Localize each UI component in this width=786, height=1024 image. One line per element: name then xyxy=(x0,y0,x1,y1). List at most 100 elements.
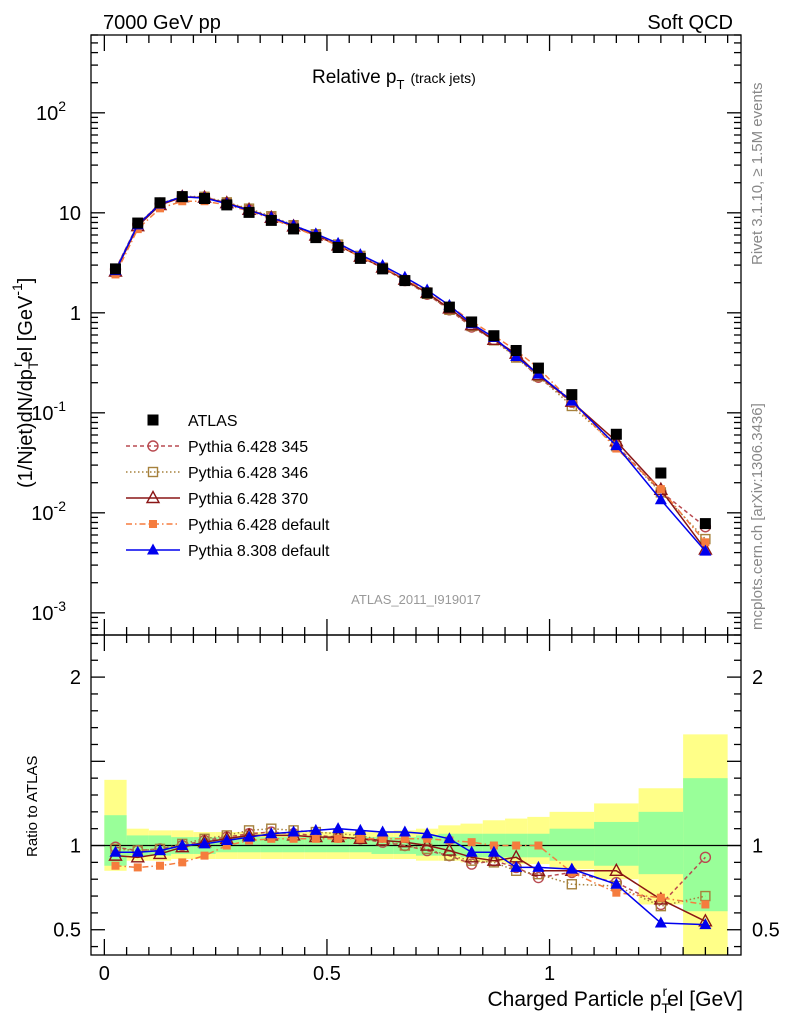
series-4-point-ratio xyxy=(265,827,278,839)
x-tick-label: 0.5 xyxy=(313,963,341,985)
series-4-point-ratio xyxy=(487,845,500,857)
series-3-point-ratio xyxy=(200,851,209,860)
series-4-point-ratio xyxy=(565,862,578,874)
series-4-point-ratio xyxy=(176,839,189,851)
ratio-series-group xyxy=(108,822,713,930)
series-3-point-ratio xyxy=(701,900,710,909)
legend-label-1: Pythia 6.428 346 xyxy=(188,465,308,482)
y-axis-label: (1/Njet)dN/dpTrel [GeV-1] xyxy=(9,278,41,488)
series-4-point-ratio xyxy=(131,845,144,857)
data-point xyxy=(132,217,144,229)
side-text-bottom: mcplots.cern.ch [arXiv:1306.3436] xyxy=(749,403,766,630)
analysis-label: ATLAS_2011_I919017 xyxy=(351,592,481,607)
legend-marker-2 xyxy=(145,490,161,504)
series-3-point-ratio xyxy=(400,834,409,843)
band-inner xyxy=(683,778,728,912)
data-point xyxy=(488,330,500,342)
y-tick-label-ratio: 0.5 xyxy=(53,920,81,942)
series-3-point-ratio xyxy=(656,893,665,902)
y-tick-label-main: 102 xyxy=(36,98,66,125)
series-2-point-ratio xyxy=(419,837,435,851)
series-3-point-ratio xyxy=(289,834,298,843)
series-2-point-ratio xyxy=(442,842,457,856)
series-3-point-ratio xyxy=(534,841,543,850)
series-1-line-main xyxy=(114,195,706,540)
series-2-point-ratio xyxy=(609,862,624,876)
data-point xyxy=(265,214,277,226)
series-3-point-ratio xyxy=(489,841,498,850)
band-inner xyxy=(104,815,127,866)
series-1-point-ratio xyxy=(421,843,433,855)
plot-title: Relative pT (track jets) xyxy=(312,67,476,92)
data-point xyxy=(288,223,300,235)
data-point xyxy=(510,344,522,356)
data-point xyxy=(332,241,344,253)
series-4-point-main xyxy=(654,493,667,505)
data-point xyxy=(109,263,121,275)
legend-label-data: ATLAS xyxy=(188,413,238,430)
series-4-point-ratio xyxy=(154,844,167,856)
x-tick-label: 0 xyxy=(99,963,110,985)
series-3-point-ratio xyxy=(334,834,343,843)
data-point xyxy=(532,362,544,374)
band-inner xyxy=(549,828,595,861)
data-points-group xyxy=(109,191,711,530)
series-3-point-ratio xyxy=(612,888,621,897)
main-axis-ticks: 10-3 10-2 10-1 1 10 102 xyxy=(31,34,741,636)
series-3-point-ratio xyxy=(311,834,320,843)
series-3-point-main xyxy=(701,538,710,547)
band-inner xyxy=(594,821,639,866)
series-4-point-ratio xyxy=(243,830,256,842)
band-inner xyxy=(282,837,305,853)
side-text-top: Rivet 3.1.10, ≥ 1.5M events xyxy=(749,83,766,266)
series-4-point-ratio xyxy=(220,833,233,845)
x-tick-label: 1 xyxy=(544,963,555,985)
y-tick-label-ratio-right: 0.5 xyxy=(752,920,780,942)
series-3-point-ratio xyxy=(356,834,365,843)
series-4-point-ratio xyxy=(532,860,545,872)
y-tick-label-main: 10 xyxy=(59,203,81,225)
data-point xyxy=(699,518,711,530)
series-4-point-ratio xyxy=(699,918,712,930)
series-4-point-main xyxy=(699,544,712,556)
legend-label-4: Pythia 8.308 default xyxy=(188,543,330,560)
legend-marker-3 xyxy=(149,520,157,528)
series-3-point-ratio xyxy=(178,858,187,867)
data-point xyxy=(443,301,455,313)
data-point xyxy=(421,287,433,299)
series-1-point-ratio xyxy=(566,879,578,890)
data-point xyxy=(610,428,622,440)
series-3-point-main xyxy=(656,485,665,494)
legend-marker-0 xyxy=(147,440,159,452)
data-point xyxy=(310,232,322,244)
header-right: Soft QCD xyxy=(647,12,733,34)
x-axis-label: Charged Particle pTrel [GeV] xyxy=(487,983,743,1016)
series-4-point-ratio xyxy=(376,825,389,837)
series-3-point-ratio xyxy=(512,841,521,850)
ratio-y-axis-label: Ratio to ATLAS xyxy=(24,756,41,857)
series-3-point-ratio xyxy=(156,861,165,870)
band-inner xyxy=(638,811,684,875)
series-4-point-main xyxy=(565,394,578,406)
series-3-point-ratio xyxy=(111,861,120,870)
legend-marker-4 xyxy=(147,543,159,555)
header-left: 7000 GeV pp xyxy=(103,12,221,34)
series-3-point-ratio xyxy=(378,834,387,843)
series-4-point-ratio xyxy=(610,877,623,889)
data-point xyxy=(377,263,389,275)
y-tick-label-ratio-right: 1 xyxy=(752,836,763,858)
series-4-point-ratio xyxy=(654,916,667,928)
series-4-point-ratio xyxy=(465,845,478,857)
ratio-plot-frame xyxy=(90,634,742,956)
data-point xyxy=(466,316,478,328)
y-tick-label-main: 1 xyxy=(70,303,81,325)
series-4-point-ratio xyxy=(398,825,411,837)
data-point xyxy=(221,199,233,211)
series-3-point-ratio xyxy=(133,863,142,872)
series-4-point-ratio xyxy=(198,837,211,849)
y-tick-label-ratio-right: 2 xyxy=(752,667,763,689)
series-2-point-ratio xyxy=(486,852,502,866)
series-4-point-ratio xyxy=(510,860,523,872)
legend-label-2: Pythia 6.428 370 xyxy=(188,491,308,508)
